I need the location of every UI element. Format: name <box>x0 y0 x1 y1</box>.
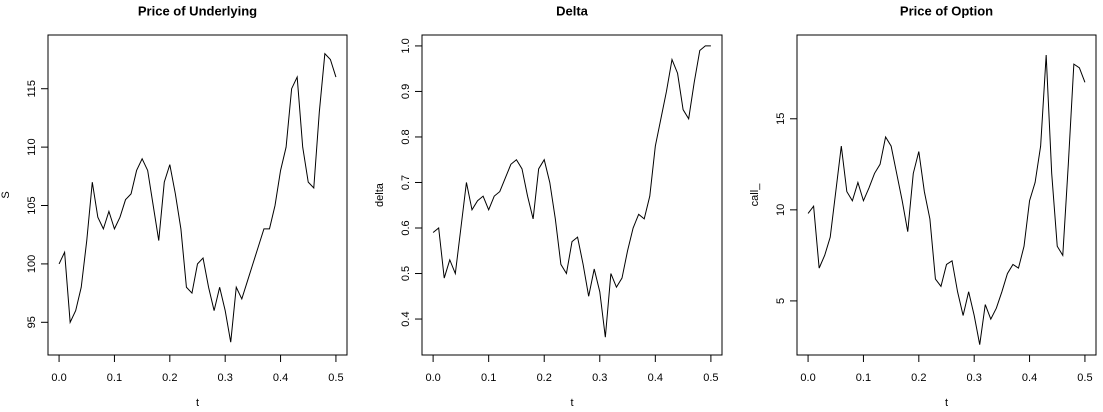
line <box>58 52 337 343</box>
x-tick-label: 0.5 <box>703 372 718 384</box>
chart-title: Price of Option <box>900 3 993 18</box>
y-tick-label: 0.6 <box>400 220 412 235</box>
x-tick-label: 0.0 <box>800 372 815 384</box>
x-tick-label: 0.3 <box>967 372 982 384</box>
y-tick-label: 0.4 <box>400 311 412 326</box>
y-tick-label: 95 <box>26 316 38 328</box>
x-axis-label: t <box>945 397 948 409</box>
x-axis-label: t <box>570 397 573 409</box>
x-tick-label: 0.4 <box>273 372 288 384</box>
x-tick-label: 0.4 <box>1022 372 1037 384</box>
chart-title: Delta <box>556 3 589 18</box>
x-tick-label: 0.2 <box>537 372 552 384</box>
line <box>807 54 1086 345</box>
x-tick-label: 0.2 <box>162 372 177 384</box>
plot-box <box>421 34 723 356</box>
y-tick-label: 0.5 <box>400 266 412 281</box>
x-tick-label: 0.1 <box>856 372 871 384</box>
y-axis-label: S <box>0 191 12 198</box>
y-tick-label: 0.7 <box>400 175 412 190</box>
line <box>432 45 711 338</box>
x-tick-label: 0.2 <box>911 372 926 384</box>
y-axis-label: call_ <box>749 183 761 207</box>
x-tick-label: 0.3 <box>592 372 607 384</box>
x-tick-label: 0.5 <box>328 372 343 384</box>
y-axis-label: delta <box>374 182 386 207</box>
y-tick-label: 10 <box>775 204 787 216</box>
x-axis-label: t <box>196 397 199 409</box>
y-tick-label: 100 <box>26 255 38 273</box>
y-tick-label: 15 <box>775 113 787 125</box>
y-tick-label: 110 <box>26 138 38 156</box>
y-tick-label: 0.9 <box>400 84 412 99</box>
x-tick-label: 0.0 <box>51 372 66 384</box>
y-tick-label: 115 <box>26 80 38 98</box>
x-tick-label: 0.1 <box>107 372 122 384</box>
y-tick-label: 5 <box>775 298 787 304</box>
plot-box <box>796 34 1097 356</box>
chart-title: Price of Underlying <box>138 3 257 18</box>
x-tick-label: 0.4 <box>648 372 663 384</box>
x-tick-label: 0.3 <box>218 372 233 384</box>
plot-box <box>47 34 348 356</box>
x-tick-label: 0.5 <box>1077 372 1092 384</box>
y-tick-label: 105 <box>26 196 38 214</box>
y-tick-label: 1.0 <box>400 38 412 53</box>
x-tick-label: 0.0 <box>425 372 440 384</box>
y-tick-label: 0.8 <box>400 129 412 144</box>
x-tick-label: 0.1 <box>481 372 496 384</box>
